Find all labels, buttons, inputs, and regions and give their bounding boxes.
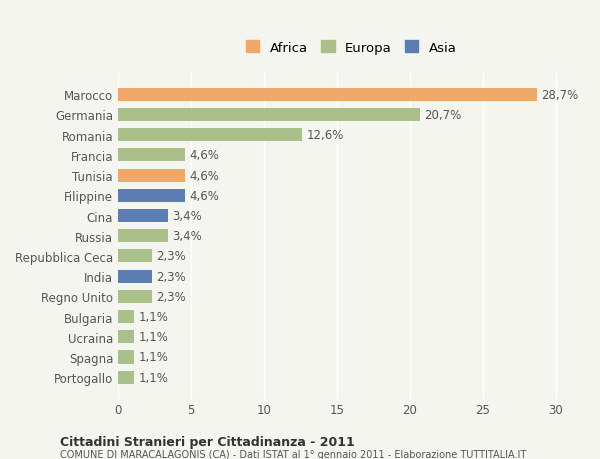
Text: Cittadini Stranieri per Cittadinanza - 2011: Cittadini Stranieri per Cittadinanza - 2… [60, 435, 355, 448]
Text: 4,6%: 4,6% [190, 190, 220, 202]
Bar [118, 149, 185, 162]
Text: 28,7%: 28,7% [541, 89, 578, 101]
Text: 3,4%: 3,4% [172, 230, 202, 243]
Text: 1,1%: 1,1% [139, 351, 168, 364]
Text: 2,3%: 2,3% [156, 250, 185, 263]
Text: 3,4%: 3,4% [172, 210, 202, 223]
Legend: Africa, Europa, Asia: Africa, Europa, Asia [246, 41, 457, 55]
Bar [118, 310, 134, 324]
Bar [118, 189, 185, 202]
Text: COMUNE DI MARACALAGONIS (CA) - Dati ISTAT al 1° gennaio 2011 - Elaborazione TUTT: COMUNE DI MARACALAGONIS (CA) - Dati ISTA… [60, 449, 526, 459]
Bar [118, 330, 134, 344]
Bar [118, 371, 134, 384]
Bar [118, 230, 167, 243]
Bar [118, 129, 302, 142]
Bar [118, 169, 185, 182]
Text: 1,1%: 1,1% [139, 371, 168, 384]
Bar [118, 109, 420, 122]
Text: 2,3%: 2,3% [156, 270, 185, 283]
Text: 1,1%: 1,1% [139, 330, 168, 343]
Text: 20,7%: 20,7% [424, 109, 462, 122]
Bar [118, 250, 152, 263]
Text: 4,6%: 4,6% [190, 149, 220, 162]
Text: 2,3%: 2,3% [156, 290, 185, 303]
Bar [118, 290, 152, 303]
Bar [118, 351, 134, 364]
Bar [118, 270, 152, 283]
Bar [118, 89, 537, 101]
Text: 4,6%: 4,6% [190, 169, 220, 182]
Text: 1,1%: 1,1% [139, 310, 168, 323]
Text: 12,6%: 12,6% [306, 129, 344, 142]
Bar [118, 209, 167, 223]
